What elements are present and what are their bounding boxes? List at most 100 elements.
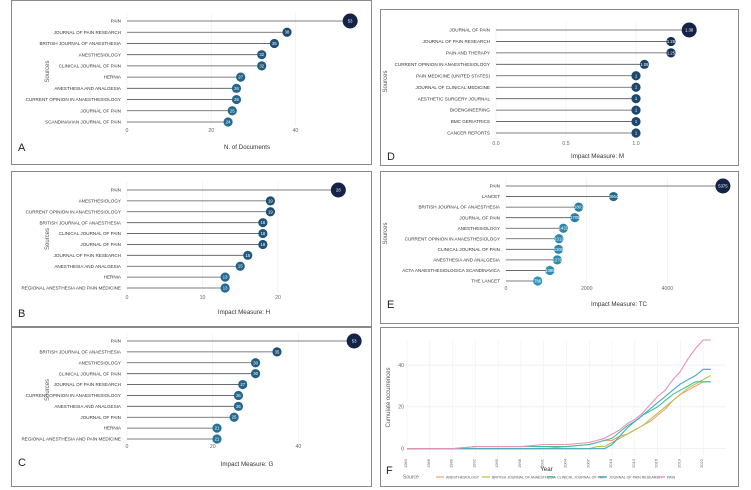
chart-c-dot xyxy=(229,412,239,422)
chart-a-value-label: 38 xyxy=(285,30,290,35)
chart-b-value-label: 19 xyxy=(268,209,273,214)
chart-a-plot: 0 20 40 PAIN 53 JOURNAL OF PAIN RESEARCH 38 BRI… xyxy=(18,13,358,154)
chart-a-category-label: SCANDINAVIAN JOURNAL OF PAIN xyxy=(45,120,121,125)
chart-e-dot xyxy=(608,191,619,202)
chart-c-value-label: 26 xyxy=(236,404,241,409)
chart-b-dot xyxy=(258,228,268,239)
chart-d-dot xyxy=(631,82,641,92)
chart-f-y-tick: 0 xyxy=(401,447,404,453)
chart-f-y-tick: 20 xyxy=(398,405,404,411)
chart-d-panel-letter: D xyxy=(387,151,395,163)
panel-c: 0 20 40 PAIN 53 BRITISH JOURNAL OF ANAESTHESI… xyxy=(11,327,372,487)
chart-b-dot xyxy=(235,261,245,271)
chart-e-value-label: 1300 xyxy=(554,247,564,252)
chart-c-category-label: CURRENT OPINION IN ANAESTHESIOLOGY xyxy=(26,393,121,398)
chart-d-category-label: JOURNAL OF CLINICAL MEDICINE xyxy=(416,85,490,90)
chart-b-x-axis-title: Impact Measure: H xyxy=(218,309,270,316)
chart-f-legend-label: JOURNAL OF PAIN RESEARCH xyxy=(609,475,662,479)
chart-b-category-label: JOURNAL OF PAIN RESEARCH xyxy=(54,253,121,258)
chart-c-value-label: 21 xyxy=(215,426,220,431)
chart-e-category-label: CURRENT OPINION IN ANAESTHESIOLOGY xyxy=(405,236,500,241)
chart-e-x-axis-title: Impact Measure: TC xyxy=(591,301,647,308)
chart-d-dot xyxy=(631,116,641,127)
chart-f-x-tick: 1995 xyxy=(494,458,499,468)
chart-e-category-label: PAIN xyxy=(490,184,500,189)
chart-a-dot xyxy=(257,61,267,71)
chart-b-category-label: PAIN xyxy=(111,188,121,193)
chart-a-category-label: PAIN xyxy=(111,19,121,24)
chart-c-category-label: REGIONAL ANESTHESIA AND PAIN MEDICINE xyxy=(21,437,121,442)
chart-a-dot xyxy=(231,94,242,105)
chart-a-value-label: 26 xyxy=(234,97,239,102)
chart-c-value-label: 30 xyxy=(253,360,258,365)
chart-f-x-tick: 1986 xyxy=(426,458,431,468)
chart-c-category-label: ANESTHESIOLOGY xyxy=(79,360,121,365)
chart-c-dot xyxy=(238,379,248,390)
chart-f-x-tick: 2007 xyxy=(585,458,590,468)
chart-e-dot xyxy=(554,234,564,244)
chart-d-category-label: BIOENGINEERING xyxy=(450,108,491,113)
chart-a-value-label: 27 xyxy=(238,75,243,80)
chart-b-dot xyxy=(220,272,230,282)
chart-e-dot xyxy=(570,213,580,223)
chart-c-x-tick: 40 xyxy=(296,444,302,450)
chart-b-value-label: 13 xyxy=(223,286,228,291)
chart-c-value-label: 53 xyxy=(352,339,357,344)
chart-f-legend-label: ANESTHESIOLOGY xyxy=(446,475,480,479)
chart-d-value-label: 1 xyxy=(635,96,638,101)
chart-a-category-label: BRITISH JOURNAL OF ANAESTHESIA xyxy=(39,41,121,46)
chart-d-category-label: BMC GERIATRICS xyxy=(451,119,490,124)
chart-e-value-label: 5375 xyxy=(718,184,728,189)
chart-f-x-tick: 2019 xyxy=(676,458,681,468)
chart-b-value-label: 15 xyxy=(238,264,243,269)
chart-e-category-label: BRITISH JOURNAL OF ANAESTHESIA xyxy=(418,205,500,210)
chart-c-plot: 0 20 40 PAIN 53 BRITISH JOURNAL OF ANAESTHESI… xyxy=(18,333,362,469)
chart-b-category-label: ANESTHESIOLOGY xyxy=(79,198,121,203)
chart-d-category-label: CANCER REPORTS xyxy=(447,131,490,136)
chart-a-category-label: CLINICAL JOURNAL OF PAIN xyxy=(59,63,121,68)
chart-b-value-label: 16 xyxy=(245,253,250,258)
chart-e-category-label: CLINICAL JOURNAL OF PAIN xyxy=(438,247,500,252)
chart-a-dot xyxy=(257,50,267,60)
chart-b-category-label: HERNIA xyxy=(104,275,122,280)
chart-e-category-label: ANESTHESIOLOGY xyxy=(458,226,500,231)
chart-e-value-label: 1705 xyxy=(570,215,580,220)
chart-c-panel-letter: C xyxy=(18,457,26,469)
chart-e-value-label: 2664 xyxy=(609,194,619,199)
chart-b-category-label: REGIONAL ANESTHESIA AND PAIN MEDICINE xyxy=(21,286,121,291)
chart-b-dot xyxy=(258,239,268,250)
chart-c-dot xyxy=(346,333,362,349)
chart-f-x-tick: 2013 xyxy=(631,458,636,468)
chart-f-x-tick: 2001 xyxy=(540,458,545,468)
chart-c-value-label: 30 xyxy=(253,371,258,376)
chart-e-x-tick: 2000 xyxy=(581,286,593,292)
chart-d-value-label: 1 xyxy=(635,131,638,136)
chart-c-value-label: 26 xyxy=(236,393,241,398)
chart-a-value-label: 25 xyxy=(230,108,235,113)
chart-b-category-label: CURRENT OPINION IN ANAESTHESIOLOGY xyxy=(26,209,121,214)
chart-c-category-label: JOURNAL OF PAIN RESEARCH xyxy=(54,382,121,387)
chart-a-dot xyxy=(231,83,242,93)
chart-b-value-label: 13 xyxy=(223,275,228,280)
chart-c-dot xyxy=(233,401,244,411)
chart-e-x-tick: 4000 xyxy=(662,286,674,292)
chart-c-value-label: 27 xyxy=(240,382,245,387)
chart-b-value-label: 18 xyxy=(261,242,266,247)
chart-a-x-axis-title: N. of Documents xyxy=(224,144,270,151)
chart-f-x-tick: 1989 xyxy=(449,458,454,468)
chart-f-x-tick: 1998 xyxy=(517,458,522,468)
chart-c-category-label: BRITISH JOURNAL OF ANAESTHESIA xyxy=(39,349,121,354)
chart-f-legend-label: PAIN xyxy=(667,475,676,479)
chart-b-dot xyxy=(243,250,253,260)
chart-c-x-axis-title: Impact Measure: G xyxy=(221,461,274,468)
chart-b-value-label: 18 xyxy=(261,220,266,225)
chart-a-value-label: 35 xyxy=(272,41,277,46)
chart-c-x-tick: 0 xyxy=(126,444,129,450)
chart-b-value-label: 19 xyxy=(268,198,273,203)
chart-c-dot xyxy=(212,434,222,444)
chart-e-dot xyxy=(558,223,568,233)
chart-f-y-axis-title: Cumulate occurrences xyxy=(386,367,392,427)
chart-b-plot: 0 10 20 PAIN 28 ANESTHESIOLOGY 19 CURRENT OPINI… xyxy=(18,182,346,320)
chart-e-category-label: ACTA ANAESTHESIOLOGICA SCANDINAVICA xyxy=(402,268,501,273)
chart-d-category-label: AESTHETIC SURGERY JOURNAL xyxy=(418,96,491,101)
